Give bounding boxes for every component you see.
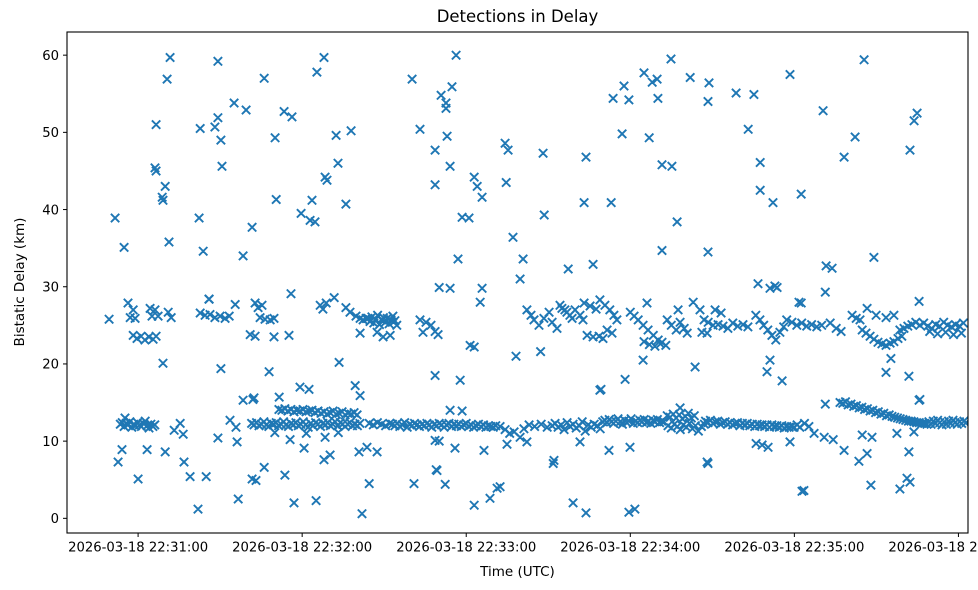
y-axis-label: Bistatic Delay (km) bbox=[12, 217, 28, 347]
x-tick-label: 2026-03-18 22:36:00 bbox=[888, 541, 978, 556]
x-tick-label: 2026-03-18 22:35:00 bbox=[724, 541, 864, 556]
y-tick-label: 40 bbox=[42, 203, 59, 218]
y-tick-label: 0 bbox=[51, 512, 59, 527]
scatter-points bbox=[104, 50, 968, 519]
y-tick-label: 60 bbox=[42, 49, 59, 64]
y-tick-label: 50 bbox=[42, 126, 59, 141]
x-tick-label: 2026-03-18 22:32:00 bbox=[232, 541, 372, 556]
y-tick-label: 20 bbox=[42, 358, 59, 373]
x-axis-label: Time (UTC) bbox=[480, 564, 555, 580]
x-tick-label: 2026-03-18 22:34:00 bbox=[560, 541, 700, 556]
x-tick-label: 2026-03-18 22:31:00 bbox=[68, 541, 208, 556]
chart-title: Detections in Delay bbox=[436, 7, 599, 26]
x-tick-label: 2026-03-18 22:33:00 bbox=[396, 541, 536, 556]
y-tick-label: 30 bbox=[42, 280, 59, 295]
axes-spines bbox=[66, 31, 969, 534]
y-tick-label: 10 bbox=[42, 435, 59, 450]
